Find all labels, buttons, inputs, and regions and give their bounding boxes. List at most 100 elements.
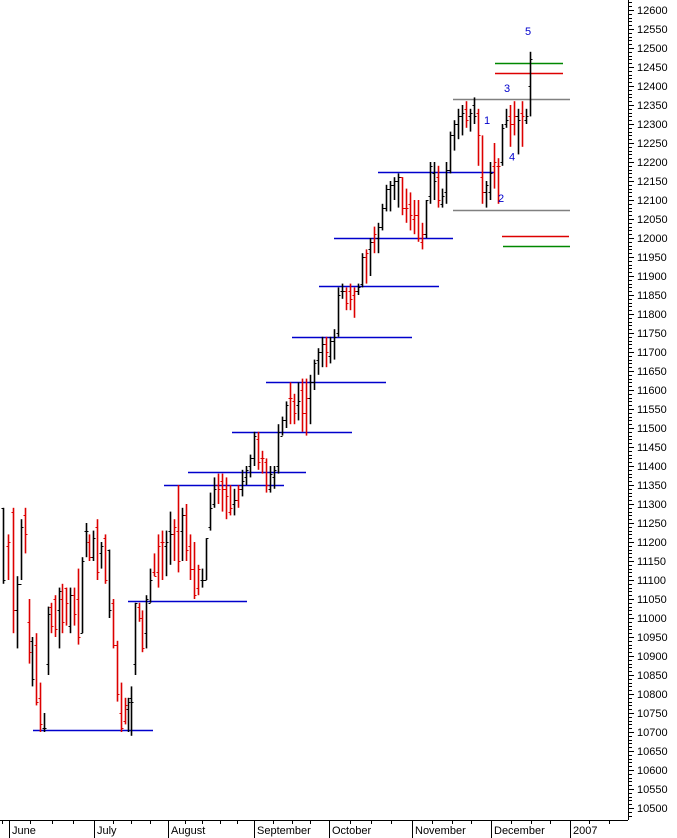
ohlc-bar [280,416,285,437]
y-tick-label: 10750 [637,708,668,720]
wave-count-labels: 1 2 3 4 5 [484,26,531,205]
ohlc-bar [224,477,229,520]
y-tick-label: 11000 [637,613,667,625]
ohlc-bar [172,519,177,561]
ohlc-bar [129,686,134,736]
ohlc-bar [72,587,77,626]
ohlc-bar [240,469,245,497]
ohlc-bar [6,534,11,580]
ohlc-bar [111,599,116,649]
ohlc-bar [188,534,193,580]
y-tick-label: 10950 [637,632,668,644]
y-tick-label: 10550 [637,784,668,796]
ohlc-bar [336,287,341,337]
y-tick-label: 10800 [637,689,668,701]
x-tick-label: August [171,825,205,837]
ohlc-bar [156,534,161,588]
ohlc-bar [468,108,473,132]
y-tick-label: 12250 [637,138,668,150]
y-tick-label: 12550 [637,24,668,36]
ohlc-bar [432,162,437,200]
ohlc-bar [160,530,165,580]
y-tick-label: 11700 [637,347,667,359]
ohlc-bar [304,378,309,436]
y-tick-label: 10500 [637,803,668,815]
ohlc-bar [272,466,277,489]
y-tick-label: 11950 [637,252,667,264]
ohlc-bar [400,177,405,216]
ohlc-bar [364,249,369,284]
y-tick-label: 11550 [637,404,667,416]
ohlc-bar [380,203,385,231]
ohlc-bar [68,587,73,634]
y-tick-label: 12450 [637,62,668,74]
y-tick-label: 11750 [637,328,667,340]
y-axis: 10500 10550 10600 10650 10700 10750 10800 10850… [628,0,668,820]
y-tick-label: 11150 [637,556,666,568]
ohlc-bar [57,587,62,649]
ohlc-bar [416,200,421,242]
x-tick-label: November [415,825,466,837]
ohlc-bar [480,135,485,204]
ohlc-bar [340,283,345,299]
ohlc-bar [49,602,54,634]
y-tick-label: 11250 [637,518,667,530]
ohlc-bar [440,188,445,208]
ohlc-bar [260,450,265,474]
ohlc-bar [95,519,100,580]
ohlc-bar [460,105,465,136]
y-tick-label: 11650 [637,366,667,378]
ohlc-bar [38,682,43,732]
ohlc-bar [428,162,433,204]
ohlc-bar [15,576,20,649]
ohlc-bar [19,519,24,585]
wave-label: 5 [525,26,531,38]
ohlc-bar [512,101,517,136]
ohlc-bar [476,108,481,166]
ohlc-bar [60,583,65,634]
y-tick-label: 10600 [637,765,668,777]
ohlc-bar [46,606,51,675]
ohlc-bar [484,181,489,208]
y-tick-label: 11850 [637,290,667,302]
ohlc-bar [284,401,289,428]
ohlc-bar [344,287,349,311]
x-tick-label: December [494,825,545,837]
ohlc-bar [508,105,513,147]
ohlc-bar [192,542,197,599]
wave-label: 2 [498,193,504,205]
ohlc-bar [496,158,501,204]
wave-label: 4 [509,151,515,163]
ohlc-bar [236,485,241,508]
ohlc-bar [288,382,293,425]
ohlc-bar [123,697,128,725]
y-tick-label: 11600 [637,385,667,397]
y-tick-label: 10650 [637,746,668,758]
ohlc-bar [103,534,108,584]
ohlc-bar [53,595,58,637]
x-tick-label: October [332,825,371,837]
y-tick-label: 12050 [637,214,668,226]
ohlc-bar [34,633,39,706]
y-tick-label: 11900 [637,271,667,283]
y-tick-label: 11500 [637,423,667,435]
ohlc-bar [472,97,477,124]
ohlc-bar [520,101,525,147]
ohlc-bar [232,488,237,516]
ohlc-bar [492,143,497,189]
ohlc-bar [444,162,449,204]
ohlc-bar [248,454,253,478]
ohlc-bar [308,374,313,425]
y-tick-label: 12150 [637,176,668,188]
y-tick-label: 11100 [637,575,666,587]
ohlc-bar [176,485,181,573]
ohlc-bar [424,200,429,238]
ohlc-bar [488,162,493,200]
y-tick-label: 12400 [637,81,668,93]
ohlc-bar [99,542,104,569]
ohlc-bar [140,610,145,653]
ohlc-bar [292,393,297,425]
ohlc-bar [264,458,269,493]
ohlc-bar [332,329,337,360]
